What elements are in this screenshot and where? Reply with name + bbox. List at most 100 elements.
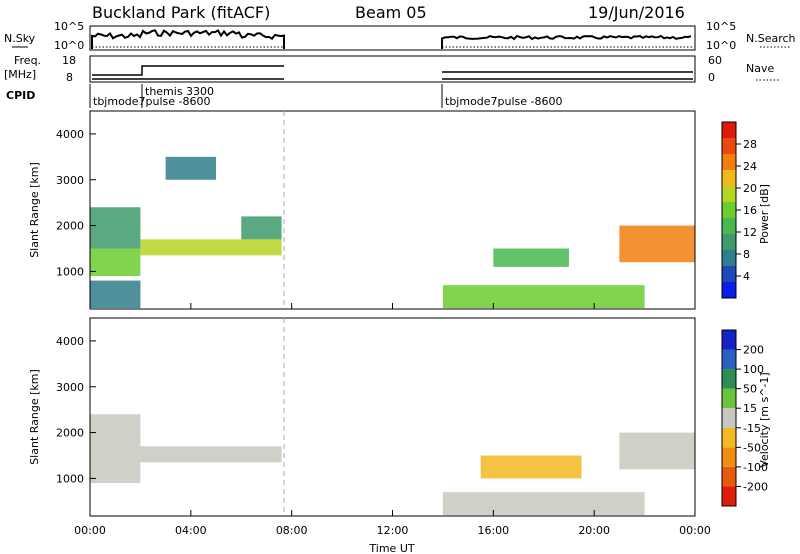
colorbar-tick-label-1: 28 <box>743 138 757 151</box>
velocity-cells <box>90 414 695 516</box>
nsky-tick-bottom: 10^0 <box>54 39 84 52</box>
scatter-region-2 <box>90 455 141 483</box>
velocity-panel: 1000 2000 3000 4000 Slant Range [km] <box>28 317 696 517</box>
y-tick-label-2: 2000 <box>56 220 84 233</box>
velocity-y-ticks: 1000 2000 3000 4000 <box>56 335 96 485</box>
colorbar-swatch-5 <box>722 408 736 428</box>
scatter-region-5 <box>241 216 282 240</box>
nsearch-label: N.Search <box>746 32 796 45</box>
scatter-region-6 <box>619 432 695 470</box>
y-tick-label-1: 1000 <box>56 472 84 485</box>
nsky-trace <box>91 29 285 49</box>
colorbar-tick-label-5: -15 <box>743 422 761 435</box>
x-tick-label-7: 00:00 <box>679 524 711 537</box>
power-panel-frame <box>89 110 696 310</box>
colorbar-tick-label-8: -200 <box>743 480 768 493</box>
colorbar-tick-label-3: 50 <box>743 383 757 396</box>
colorbar-tick-label-1: 200 <box>743 344 764 357</box>
colorbar-swatch-4 <box>722 234 736 250</box>
scatter-region-7 <box>493 248 569 267</box>
cpid-segment-3: tbjmode7pulse -8600 <box>445 95 563 108</box>
nsearch-tick-top: 10^5 <box>706 20 736 33</box>
colorbar-swatch-3 <box>722 447 736 467</box>
scatter-region-5 <box>442 492 645 516</box>
colorbar-tick-label-6: 8 <box>743 248 750 261</box>
freq-panel-frame <box>89 55 696 83</box>
colorbar-swatch-8 <box>722 349 736 370</box>
freq-trace-a <box>92 65 284 76</box>
cpid-label: CPID <box>6 89 35 102</box>
cpid-segment-2: themis 3300 <box>145 85 214 98</box>
colorbar-frame <box>721 329 737 507</box>
velocity-colorbar-label: Velocity [m s^-1] <box>758 372 771 467</box>
scatter-region-4 <box>140 239 282 256</box>
colorbar-swatch-11 <box>722 122 736 138</box>
colorbar-tick-label-7: 4 <box>743 270 750 283</box>
colorbar-swatch-7 <box>722 369 736 389</box>
colorbar-swatch-10 <box>722 138 736 154</box>
scatter-region-2 <box>90 248 141 276</box>
colorbar-swatch-9 <box>722 154 736 170</box>
nsky-label: N.Sky <box>4 32 36 45</box>
cpid-segment-1: tbjmode7pulse -8600 <box>93 95 211 108</box>
colorbar-tick-label-3: 20 <box>743 182 757 195</box>
colorbar-tick-label-2: 24 <box>743 160 757 173</box>
velocity-colorbar: 200 100 50 15 -15 -50 -100 -200 <box>721 329 768 507</box>
nsearch-tick-bottom: 10^0 <box>706 39 736 52</box>
scatter-region-8 <box>442 285 645 309</box>
x-tick-label-3: 08:00 <box>276 524 308 537</box>
date-title: 19/Jun/2016 <box>588 3 685 22</box>
colorbar-swatch-4 <box>722 427 736 448</box>
colorbar-swatch-1 <box>722 486 736 506</box>
colorbar-swatch-2 <box>722 466 736 487</box>
nave-tick-top: 60 <box>708 54 722 67</box>
nsky-tick-top: 10^5 <box>54 20 84 33</box>
colorbar-swatch-1 <box>722 282 736 298</box>
freq-unit: [MHz] <box>4 68 36 81</box>
nave-label: Nave <box>746 62 774 75</box>
y-tick-label-3: 3000 <box>56 381 84 394</box>
velocity-y-axis-label: Slant Range [km] <box>28 369 41 465</box>
colorbar-tick-label-7: -100 <box>743 461 768 474</box>
scatter-region-9 <box>619 225 695 263</box>
colorbar-swatch-5 <box>722 218 736 234</box>
colorbar-tick-label-4: 16 <box>743 204 757 217</box>
scatter-region-6 <box>165 156 217 180</box>
y-tick-label-3: 3000 <box>56 174 84 187</box>
scatter-region-3 <box>140 446 282 463</box>
time-axis-label: Time UT <box>368 542 414 554</box>
colorbar-swatch-9 <box>722 330 736 350</box>
station-title: Buckland Park (fitACF) <box>92 3 270 22</box>
beam-title: Beam 05 <box>355 3 427 22</box>
velocity-panel-frame <box>89 317 696 517</box>
y-tick-label-2: 2000 <box>56 427 84 440</box>
y-tick-label-4: 4000 <box>56 335 84 348</box>
power-y-ticks: 1000 2000 3000 4000 <box>56 128 96 278</box>
colorbar-tick-label-5: 12 <box>743 226 757 239</box>
x-tick-label-4: 12:00 <box>377 524 409 537</box>
scatter-region-4 <box>480 455 582 479</box>
colorbar-tick-label-6: -50 <box>743 441 761 454</box>
colorbar-tick-label-2: 100 <box>743 363 764 376</box>
power-y-axis-label: Slant Range [km] <box>28 162 41 258</box>
scatter-region-1 <box>90 414 141 456</box>
freq-label: Freq. <box>14 54 41 67</box>
freq-tick-top: 18 <box>62 54 76 67</box>
scatter-region-3 <box>90 280 141 309</box>
colorbar-swatch-3 <box>722 250 736 266</box>
x-tick-label-5: 16:00 <box>477 524 509 537</box>
freq-tick-bottom: 8 <box>66 71 73 84</box>
nsky-panel-frame <box>89 25 696 51</box>
colorbar-swatch-7 <box>722 186 736 202</box>
nave-tick-bottom: 0 <box>708 71 715 84</box>
y-tick-label-4: 4000 <box>56 128 84 141</box>
colorbar-swatch-6 <box>722 202 736 218</box>
x-tick-label-6: 20:00 <box>578 524 610 537</box>
nsky-trace-b <box>441 34 692 49</box>
power-colorbar-label: Power [dB] <box>758 184 771 244</box>
x-tick-label-2: 04:00 <box>175 524 207 537</box>
x-tick-label-1: 00:00 <box>74 524 106 537</box>
power-panel: 1000 2000 3000 4000 Slant Range [km] <box>28 110 696 310</box>
scatter-region-1 <box>90 207 141 249</box>
